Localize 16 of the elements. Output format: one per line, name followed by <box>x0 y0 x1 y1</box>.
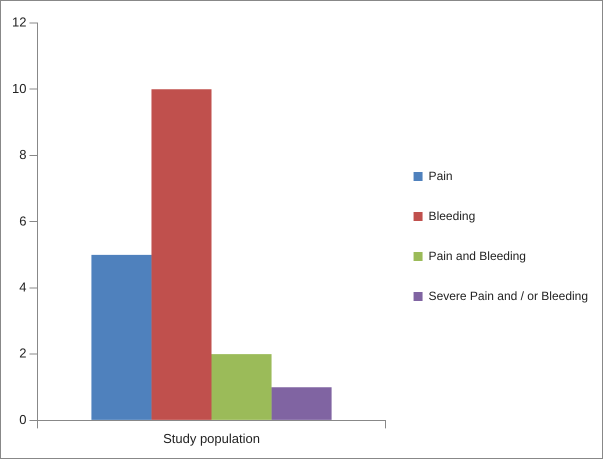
bar <box>91 254 152 420</box>
y-tick-label: 6 <box>19 213 26 228</box>
y-tick-label: 8 <box>19 147 26 162</box>
legend-label: Pain <box>428 168 453 183</box>
y-tick-label: 0 <box>19 412 26 427</box>
y-tick-label: 2 <box>19 346 26 361</box>
legend-label: Pain and Bleeding <box>428 248 526 263</box>
bar <box>151 89 212 420</box>
bar <box>212 354 272 420</box>
legend-label: Severe Pain and / or Bleeding <box>428 288 588 303</box>
bar <box>272 387 332 420</box>
y-tick-label: 4 <box>19 280 26 295</box>
y-tick-label: 12 <box>12 14 26 30</box>
y-tick-label: 10 <box>12 80 26 96</box>
x-tick-label: Study population <box>163 430 260 446</box>
legend-label: Bleeding <box>428 208 476 223</box>
